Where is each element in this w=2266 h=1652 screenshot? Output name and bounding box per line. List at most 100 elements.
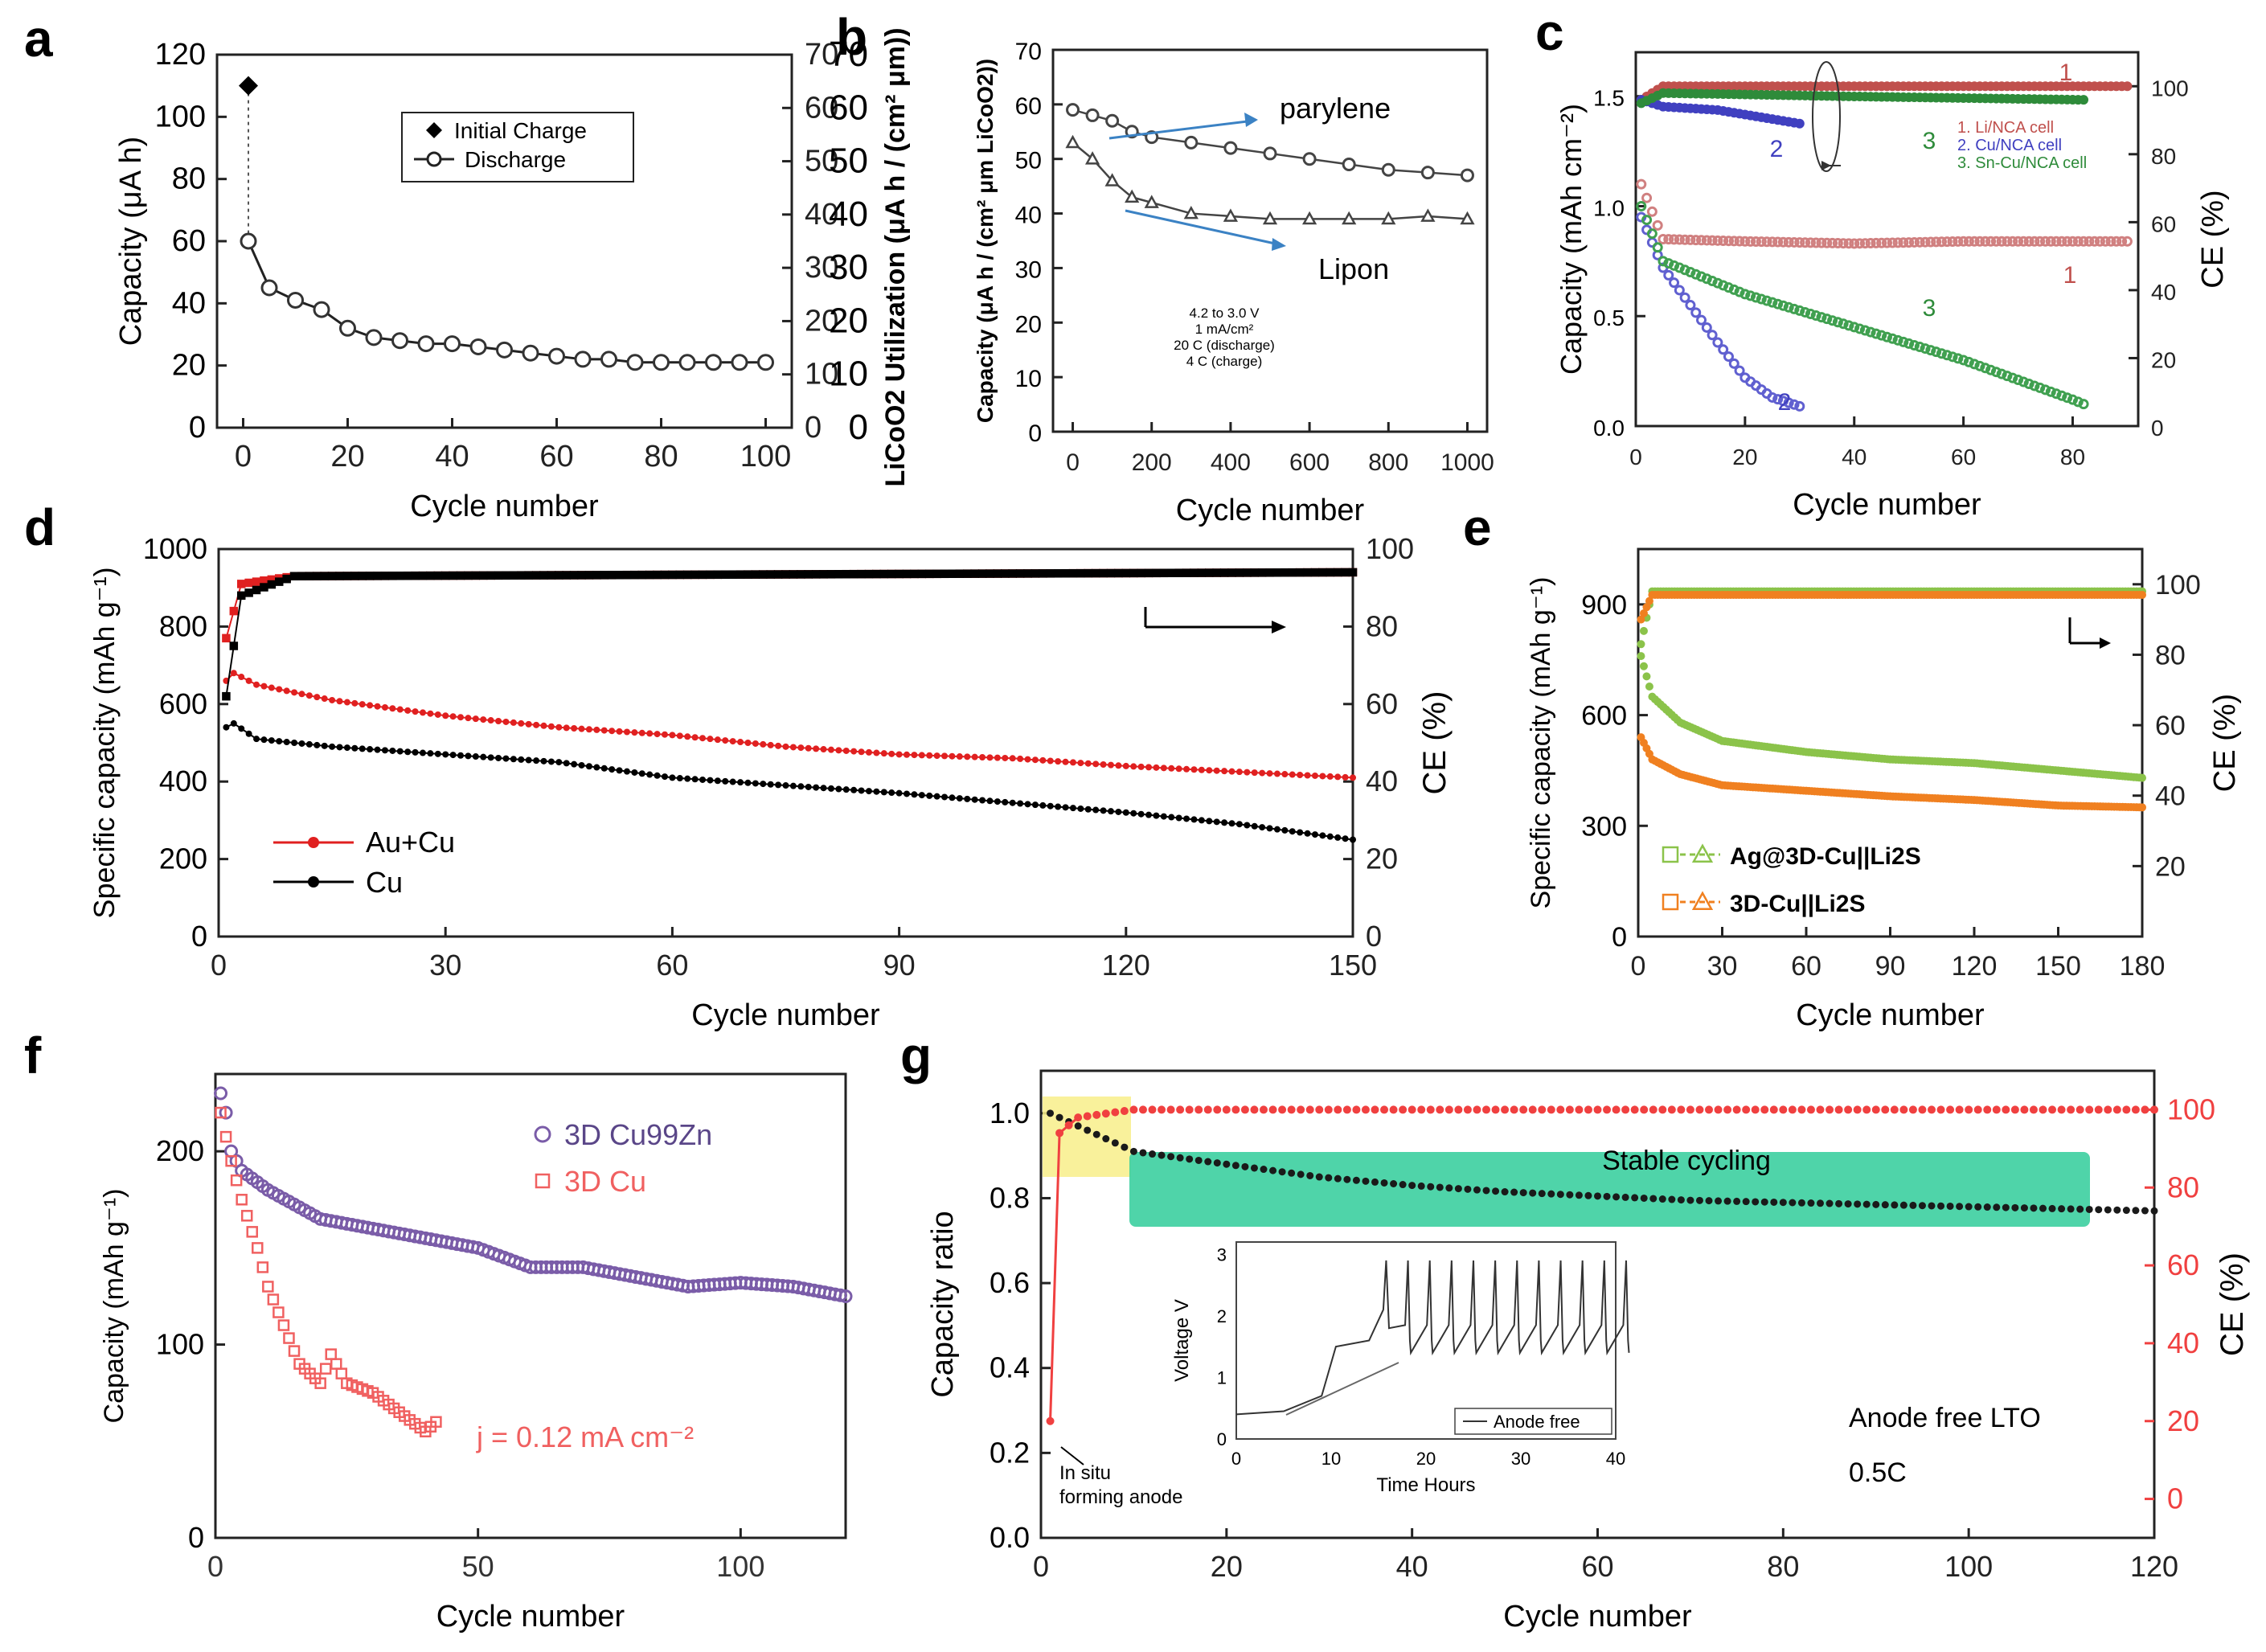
series-point-3. Sn-Cu/NCA cell capacity — [1974, 360, 1985, 371]
series-point-Cu — [835, 785, 842, 793]
series-point-Cu CE — [342, 572, 352, 580]
ce-point — [1686, 1105, 1694, 1114]
series-point-Cu — [1281, 826, 1289, 834]
legend-label-3dcu: 3D-Cu||Li2S — [1730, 891, 1865, 917]
y-tick-label-a: 120 — [155, 38, 206, 72]
series-line-Au+Cu CE — [225, 571, 1354, 639]
series-point-Cu CE — [834, 570, 843, 579]
series-point-3. Sn-Cu/NCA cell capacity — [1663, 258, 1674, 269]
series-point-3D Cu — [277, 1319, 290, 1331]
series-point-Au+Cu — [1266, 770, 1273, 777]
capacity-ratio-point — [1742, 1198, 1750, 1206]
panel-letter-f: f — [24, 1027, 42, 1084]
series-point-Cu CE — [1114, 568, 1123, 578]
series-point-Cu CE — [358, 572, 367, 580]
series-point-Cu — [1228, 820, 1235, 827]
series-point-Cu — [1137, 810, 1145, 818]
capacity-ratio-point — [1918, 1202, 1926, 1210]
capacity-ratio-point — [1993, 1203, 2001, 1211]
capacity-ratio-point — [1779, 1199, 1787, 1207]
x-axis-label-f: Cycle number — [436, 1600, 625, 1634]
series-point-Cu CE — [993, 569, 1002, 578]
ce-point — [1714, 1105, 1723, 1114]
capacity-ratio-point — [2020, 1204, 2028, 1212]
series-point-Lipon — [1144, 195, 1159, 208]
series-point-Cu CE — [1341, 568, 1350, 577]
series-point-3D Cu — [330, 1358, 342, 1370]
ce-point — [1908, 1105, 1917, 1114]
ce-point — [2010, 1105, 2019, 1114]
series-point-Au+Cu CE — [260, 576, 268, 585]
ce-point — [1806, 1105, 1815, 1114]
series-point-Cu CE — [720, 570, 730, 580]
capacity-ratio-point — [1928, 1202, 1936, 1210]
legend-tri-3dcu — [1691, 891, 1714, 911]
series-point-Au+Cu — [789, 744, 797, 751]
capacity-ratio-point — [1575, 1191, 1583, 1199]
y2-tick-label-d: 100 — [1366, 532, 1414, 565]
y2-tick-label-d: 0 — [1366, 920, 1382, 953]
series-point-Cu — [465, 752, 472, 760]
x-axis-label-a: Cycle number — [410, 490, 599, 523]
y-tick-label-b: 0 — [1028, 420, 1042, 447]
y-tick-label-b: 50 — [1015, 148, 1042, 174]
series-point-1. Li/NCA cell capacity — [1696, 235, 1707, 246]
y2-axis-label-d: CE (%) — [1417, 691, 1453, 795]
series-point-Lipon — [1381, 211, 1396, 225]
series-point-Au+Cu — [268, 684, 275, 691]
series-point-3D Cu — [252, 1242, 264, 1254]
series-point-2. Cu/NCA cell CE — [1794, 118, 1805, 129]
ce-point — [1769, 1105, 1778, 1114]
series-point-1. Li/NCA cell capacity — [1969, 236, 1980, 247]
series-point-3. Sn-Cu/NCA cell capacity — [1783, 301, 1794, 313]
ce-point — [2075, 1105, 2084, 1114]
series-point-Au+Cu — [850, 748, 858, 755]
panel-f: 0 50 100 0 100 200 Cycle number f Capacity (mAh … — [24, 1027, 853, 1634]
y-tick-label-f: 0 — [188, 1521, 204, 1554]
series-point-Cu CE — [744, 570, 752, 579]
series-point-Au+Cu — [1206, 767, 1213, 774]
series-point-Au+Cu — [563, 724, 570, 732]
series-point-3. Sn-Cu/NCA cell capacity — [1908, 339, 1920, 350]
discharge-point — [313, 301, 330, 318]
ce-point — [2112, 1105, 2121, 1114]
capacity-ratio-point — [1343, 1175, 1351, 1183]
series-point-Cu CE — [963, 569, 972, 578]
series-point-Cu — [298, 740, 305, 747]
series-point-Au+Cu — [1062, 758, 1069, 765]
series-point-1. Li/NCA cell capacity — [1980, 236, 1991, 247]
series-point-Cu — [744, 779, 752, 786]
ce-point — [1074, 1113, 1083, 1122]
ce-point — [1630, 1105, 1639, 1114]
ce-rise-line — [1049, 1116, 1080, 1421]
series-point-1. Li/NCA cell capacity — [1641, 192, 1653, 203]
ce-point — [1417, 1105, 1426, 1114]
y-tick-label-c: 0.0 — [1593, 416, 1625, 441]
series-point-Au+Cu — [1160, 765, 1167, 772]
series-point-Cu — [1213, 818, 1220, 826]
capacity-ratio-point — [1789, 1199, 1797, 1207]
series-point-Cu CE — [615, 571, 624, 580]
series-point-Cu — [555, 759, 563, 766]
y-tick-label-g: 0.4 — [990, 1351, 1030, 1384]
series-point-Cu — [775, 781, 782, 789]
x-tick-label-g: 120 — [2130, 1550, 2178, 1583]
series-point-3D Cu — [240, 1210, 253, 1222]
series-point-Cu CE — [1121, 568, 1131, 578]
series-point-Cu — [904, 790, 911, 797]
series-point-Cu — [1319, 832, 1326, 839]
x-tick-label-a: 60 — [539, 440, 573, 473]
capacity-ratio-point — [1529, 1189, 1537, 1197]
inset-x-tick: 30 — [1511, 1449, 1530, 1469]
y-axis-label-g: Capacity ratio — [926, 1211, 960, 1397]
arrow-head-lipon — [1272, 238, 1286, 251]
series-point-Cu — [661, 773, 668, 781]
series-point-Cu — [752, 780, 759, 787]
series-point-1. Li/NCA cell capacity — [1674, 234, 1685, 245]
series-point-Au+Cu — [646, 730, 654, 737]
series-point-3. Sn-Cu/NCA cell capacity — [1859, 325, 1871, 336]
series-point-3. Sn-Cu/NCA cell capacity — [1712, 277, 1723, 289]
series-point-Lipon — [1223, 208, 1239, 222]
series-point-Cu — [472, 753, 479, 760]
series-point-Cu CE — [1303, 568, 1312, 577]
